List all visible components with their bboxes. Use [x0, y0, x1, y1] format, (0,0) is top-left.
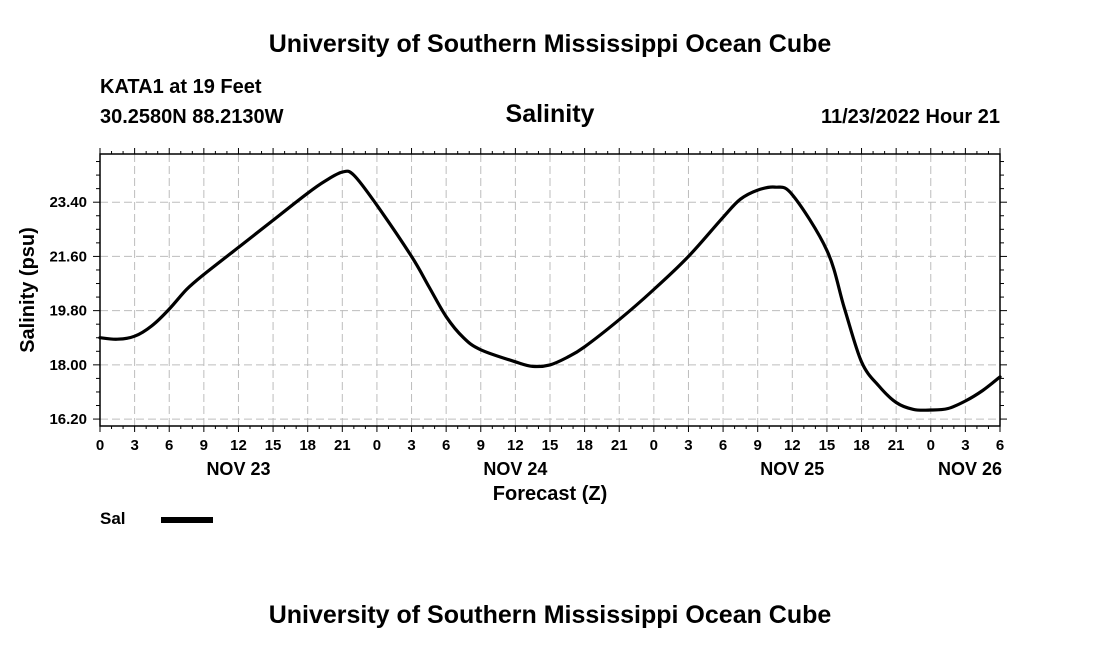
x-tick-label: 3: [684, 437, 692, 454]
x-tick-label: 18: [576, 437, 593, 454]
date-label: NOV 26: [938, 459, 1002, 479]
date-label: NOV 23: [206, 459, 270, 479]
x-tick-label: 0: [650, 437, 658, 454]
x-tick-label: 6: [165, 437, 173, 454]
x-tick-label: 12: [507, 437, 524, 454]
date-label: NOV 25: [760, 459, 824, 479]
x-tick-label: 0: [373, 437, 381, 454]
x-tick-label: 18: [853, 437, 870, 454]
y-tick-label: 23.40: [49, 194, 87, 211]
x-tick-label: 18: [299, 437, 316, 454]
x-tick-label: 15: [265, 437, 282, 454]
x-tick-label: 3: [961, 437, 969, 454]
x-tick-label: 6: [442, 437, 450, 454]
y-axis-label: Salinity (psu): [17, 227, 39, 353]
x-tick-label: 3: [130, 437, 138, 454]
x-tick-label: 9: [200, 437, 208, 454]
series-line-sal: [98, 169, 1002, 412]
x-tick-label: 21: [611, 437, 628, 454]
x-tick-label: 9: [754, 437, 762, 454]
x-tick-label: 0: [927, 437, 935, 454]
x-tick-label: 6: [996, 437, 1004, 454]
x-tick-label: 15: [542, 437, 559, 454]
x-axis-label: Forecast (Z): [493, 483, 607, 505]
coordinates-label: 30.2580N 88.2130W: [100, 106, 284, 128]
y-tick-label: 16.20: [49, 411, 87, 428]
plot-title: Salinity: [505, 100, 595, 128]
y-tick-label: 21.60: [49, 248, 87, 265]
legend-label: Sal: [100, 509, 126, 528]
x-tick-label: 21: [888, 437, 905, 454]
x-tick-label: 6: [719, 437, 727, 454]
x-tick-label: 21: [334, 437, 351, 454]
x-tick-label: 12: [784, 437, 801, 454]
x-tick-label: 15: [819, 437, 836, 454]
legend-swatch: [161, 517, 213, 523]
header-title: University of Southern Mississippi Ocean…: [268, 30, 832, 58]
y-tick-label: 18.00: [49, 357, 87, 374]
forecast-datetime: 11/23/2022 Hour 21: [820, 106, 1000, 128]
footer-title: University of Southern Mississippi Ocean…: [268, 601, 832, 629]
y-tick-label: 19.80: [49, 303, 87, 320]
date-label: NOV 24: [483, 459, 547, 479]
station-label: KATA1 at 19 Feet: [100, 76, 262, 98]
x-tick-label: 0: [96, 437, 104, 454]
x-tick-label: 9: [477, 437, 485, 454]
x-tick-label: 3: [407, 437, 415, 454]
x-tick-label: 12: [230, 437, 247, 454]
